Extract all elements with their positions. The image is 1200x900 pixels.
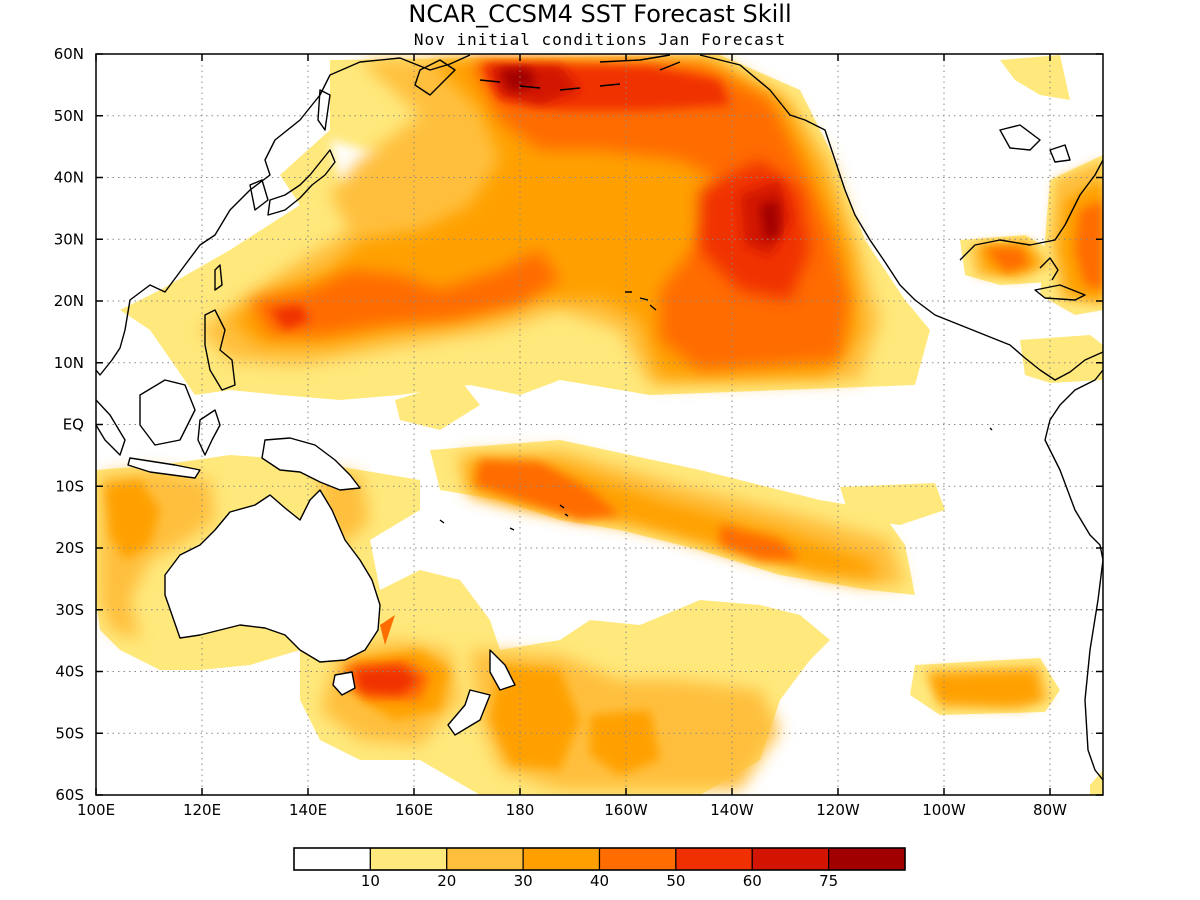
- lon-tick-label-0: 100E: [77, 801, 115, 819]
- coast-tasmania: [332, 671, 356, 696]
- lon-tick-label-9: 80W: [1033, 801, 1067, 819]
- coast-kamchatka: [414, 59, 456, 96]
- lat-tick-label-5: 10N: [54, 354, 84, 372]
- colorbar-label-6: 75: [819, 872, 838, 890]
- coast-gulf-of-mexico: [959, 159, 1103, 281]
- lat-tick-label-4: 20N: [54, 292, 84, 310]
- lon-tick-label-3: 160E: [395, 801, 433, 819]
- lat-tick-label-8: 20S: [55, 539, 84, 557]
- colorbar-swatch-6: [751, 847, 830, 871]
- coast-java: [127, 457, 201, 479]
- lat-tick-label-3: 30N: [54, 230, 84, 248]
- lon-tick-label-5: 160W: [604, 801, 648, 819]
- colorbar: 10 20 30 40 50 60 75: [293, 847, 906, 890]
- lat-tick-label-6: EQ: [63, 416, 84, 434]
- colorbar-swatch-1: [369, 847, 448, 871]
- colorbar-swatch-4: [598, 847, 677, 871]
- lon-tick-label-7: 120W: [816, 801, 860, 819]
- lon-tick-label-1: 120E: [183, 801, 221, 819]
- latitude-axis: 60N 50N 40N 30N 20N 10N EQ 10S 20S 30S 40S 50S 60S: [54, 45, 1103, 804]
- lon-tick-label-8: 100W: [922, 801, 966, 819]
- coast-south-america: [1044, 369, 1103, 781]
- lat-tick-label-0: 60N: [54, 45, 84, 63]
- lon-tick-label-6: 140W: [710, 801, 754, 819]
- lon-tick-label-2: 140E: [289, 801, 327, 819]
- colorbar-label-1: 20: [437, 872, 456, 890]
- coast-pacific-islands: [439, 427, 993, 531]
- colorbar-swatch-7: [828, 847, 906, 871]
- colorbar-label-3: 40: [590, 872, 609, 890]
- lat-tick-label-1: 50N: [54, 107, 84, 125]
- coast-new-zealand: [489, 649, 516, 691]
- coastlines: [96, 54, 1103, 781]
- coast-hawaii: [625, 291, 657, 311]
- coast-new-guinea: [261, 437, 361, 491]
- coast-borneo: [139, 379, 196, 446]
- lon-tick-label-4: 180: [506, 801, 535, 819]
- colorbar-label-5: 60: [743, 872, 762, 890]
- coast-philippines: [204, 309, 236, 391]
- coast-alaska-peninsula: [599, 54, 681, 71]
- coast-sakhalin: [317, 89, 331, 131]
- lat-tick-label-11: 50S: [55, 724, 84, 742]
- coast-great-lakes: [999, 124, 1071, 163]
- colorbar-swatch-0: [293, 847, 371, 871]
- map-plot-area: [96, 54, 1103, 795]
- colorbar-label-0: 10: [361, 872, 380, 890]
- coast-cuba: [1034, 284, 1086, 301]
- colorbar-label-4: 50: [666, 872, 685, 890]
- colorbar-swatch-3: [522, 847, 601, 871]
- coast-north-america: [699, 54, 1103, 381]
- lat-tick-label-10: 40S: [55, 663, 84, 681]
- lat-tick-label-7: 10S: [55, 477, 84, 495]
- lat-tick-label-12: 60S: [55, 786, 84, 804]
- chart-title: NCAR_CCSM4 SST Forecast Skill: [408, 0, 791, 28]
- coast-taiwan: [214, 264, 223, 291]
- longitude-axis: 100E 120E 140E 160E 180 160W 140W 120W 100W 80W: [77, 54, 1067, 819]
- colorbar-frame: [293, 847, 906, 871]
- lat-tick-label-2: 40N: [54, 169, 84, 187]
- colorbar-swatch-2: [446, 847, 524, 871]
- coast-sulawesi: [197, 409, 221, 456]
- chart-subtitle: Nov initial conditions Jan Forecast: [414, 30, 786, 49]
- coast-korea: [249, 179, 269, 211]
- coast-sumatra: [96, 399, 126, 456]
- colorbar-label-2: 30: [514, 872, 533, 890]
- coast-australia: [164, 489, 381, 663]
- colorbar-swatch-5: [675, 847, 753, 871]
- coast-japan: [267, 149, 336, 216]
- coast-asia: [96, 54, 471, 376]
- coast-new-zealand-south: [447, 689, 491, 736]
- lat-tick-label-9: 30S: [55, 601, 84, 619]
- coast-aleutians: [479, 79, 621, 91]
